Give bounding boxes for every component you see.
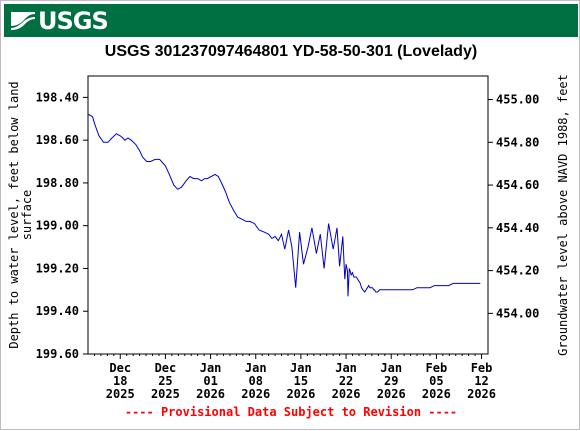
x-tick-label: Jan bbox=[290, 361, 312, 375]
x-tick-label: Dec bbox=[109, 361, 131, 375]
y-right-tick-label: 454.40 bbox=[496, 221, 539, 235]
y-left-tick-label: 199.60 bbox=[36, 347, 79, 361]
x-tick-label: 29 bbox=[384, 374, 398, 388]
x-tick-label: Feb bbox=[471, 361, 493, 375]
x-tick-label: 12 bbox=[474, 374, 488, 388]
plot-frame bbox=[87, 75, 489, 355]
x-tick-label: Jan bbox=[245, 361, 267, 375]
x-tick-label: 22 bbox=[339, 374, 353, 388]
x-tick-label: Jan bbox=[335, 361, 357, 375]
y-left-tick-label: 198.40 bbox=[36, 90, 79, 104]
x-tick-label: 2026 bbox=[422, 387, 451, 401]
usgs-logo-text: USGS bbox=[38, 7, 109, 35]
y-right-tick-label: 454.80 bbox=[496, 135, 539, 149]
y-right-tick-label: 454.00 bbox=[496, 306, 539, 320]
x-tick-label: Jan bbox=[200, 361, 222, 375]
x-tick-label: Jan bbox=[380, 361, 402, 375]
y-right-tick-label: 454.20 bbox=[496, 264, 539, 278]
y-left-tick-label: 198.80 bbox=[36, 176, 79, 190]
chart-title: USGS 301237097464801 YD-58-50-301 (Lovel… bbox=[104, 43, 478, 60]
y-left-tick-label: 199.40 bbox=[36, 304, 79, 318]
provisional-data-note: ---- Provisional Data Subject to Revisio… bbox=[124, 405, 458, 419]
x-tick-label: 2026 bbox=[332, 387, 361, 401]
usgs-wave-icon bbox=[11, 12, 35, 30]
x-tick-label: 2026 bbox=[241, 387, 270, 401]
x-tick-label: Dec bbox=[155, 361, 177, 375]
x-tick-label: 2026 bbox=[467, 387, 496, 401]
x-tick-label: 15 bbox=[294, 374, 308, 388]
y-left-tick-label: 198.60 bbox=[36, 133, 79, 147]
y-axis-left-title: Depth to water level, feet below land su… bbox=[7, 81, 34, 348]
y-left-tick-label: 199.00 bbox=[36, 219, 79, 233]
x-tick-label: 18 bbox=[113, 374, 127, 388]
x-tick-label: 2026 bbox=[196, 387, 225, 401]
x-tick-label: 2026 bbox=[286, 387, 315, 401]
x-tick-label: 05 bbox=[429, 374, 443, 388]
water-level-series-line bbox=[88, 114, 481, 297]
x-tick-label: 08 bbox=[249, 374, 263, 388]
y-left-tick-label: 199.20 bbox=[36, 261, 79, 275]
y-right-tick-label: 454.60 bbox=[496, 178, 539, 192]
x-tick-label: 25 bbox=[158, 374, 172, 388]
usgs-banner: USGS bbox=[4, 4, 578, 37]
y-axis-right-title: Groundwater level above NAVD 1988, feet bbox=[556, 74, 570, 356]
x-tick-label: 2025 bbox=[106, 387, 135, 401]
x-tick-label: 2025 bbox=[151, 387, 180, 401]
x-tick-label: 01 bbox=[203, 374, 217, 388]
y-right-tick-label: 455.00 bbox=[496, 93, 539, 107]
x-tick-label: Feb bbox=[426, 361, 448, 375]
usgs-logo[interactable]: USGS bbox=[10, 7, 109, 35]
x-tick-label: 2026 bbox=[377, 387, 406, 401]
y-axis-left-title-line2: surface bbox=[20, 189, 34, 241]
